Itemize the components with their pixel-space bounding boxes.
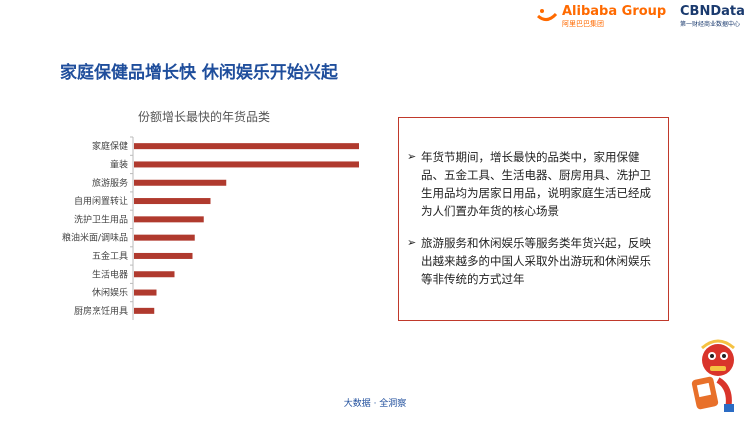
insight-text: 旅游服务和休闲娱乐等服务类年货兴起，反映出越来越多的中国人采取外出游玩和休闲娱乐… — [421, 236, 651, 286]
cbndata-logo: CBNData 第一财经商业数据中心 — [680, 4, 750, 30]
chart-bar — [134, 289, 157, 296]
chart-category-label: 休闲娱乐 — [92, 287, 128, 299]
alibaba-smile-icon — [537, 9, 558, 21]
chart-category-label: 家庭保健 — [92, 140, 128, 152]
chart-bar — [134, 143, 359, 150]
arrow-bullet-icon: ➢ — [407, 236, 417, 249]
chart-svg: 家庭保健童装旅游服务自用闲置转让洗护卫生用品粮油米面/调味品五金工具生活电器休闲… — [62, 136, 359, 320]
alibaba-logo-subtext: 阿里巴巴集团 — [562, 20, 604, 28]
chart-bar — [134, 271, 175, 278]
page-title: 家庭保健品增长快 休闲娱乐开始兴起 — [60, 63, 338, 83]
bar-chart: 家庭保健童装旅游服务自用闲置转让 洗护卫生用品粮油米面/调味品五金工具生活电器休闲… — [40, 102, 380, 327]
arrow-bullet-icon: ➢ — [407, 150, 417, 163]
cbndata-logo-text: CBNData — [680, 4, 745, 19]
chart-bar — [134, 198, 211, 205]
insight-box: ➢ 年货节期间，增长最快的品类中，家用保健品、五金工具、生活电器、厨房用具、洗护… — [398, 117, 669, 321]
footer-slogan: 大数据 · 全洞察 — [343, 399, 407, 409]
chart-category-label: 童装 — [110, 158, 128, 170]
chart-category-label: 自用闲置转让 — [74, 195, 128, 207]
insight-text: 年货节期间，增长最快的品类中，家用保健品、五金工具、生活电器、厨房用具、洗护卫生… — [421, 150, 651, 218]
chart-bar — [134, 307, 155, 314]
chart-category-label: 生活电器 — [92, 268, 128, 280]
chart-category-label: 旅游服务 — [92, 177, 128, 189]
alibaba-logo-text: Alibaba Group — [562, 4, 667, 19]
chart-bar — [134, 216, 204, 223]
chart-category-label: 五金工具 — [92, 250, 128, 262]
chart-category-label: 洗护卫生用品 — [74, 213, 128, 225]
chart-category-label: 粮油米面/调味品 — [62, 232, 128, 244]
chart-title: 份额增长最快的年货品类 — [138, 110, 271, 124]
chart-category-label: 厨房烹饪用具 — [74, 305, 128, 317]
cbndata-logo-subtext: 第一财经商业数据中心 — [680, 21, 741, 28]
lion-dance-mascot-icon — [691, 339, 735, 412]
alibaba-logo: Alibaba Group 阿里巴巴集团 — [536, 4, 676, 30]
chart-bar — [134, 161, 359, 168]
chart-bar — [134, 252, 193, 259]
chart-bar — [134, 179, 227, 186]
chart-bar — [134, 234, 195, 241]
insight-item: ➢ 旅游服务和休闲娱乐等服务类年货兴起，反映出越来越多的中国人采取外出游玩和休闲… — [407, 234, 656, 288]
insight-item: ➢ 年货节期间，增长最快的品类中，家用保健品、五金工具、生活电器、厨房用具、洗护… — [407, 148, 656, 220]
